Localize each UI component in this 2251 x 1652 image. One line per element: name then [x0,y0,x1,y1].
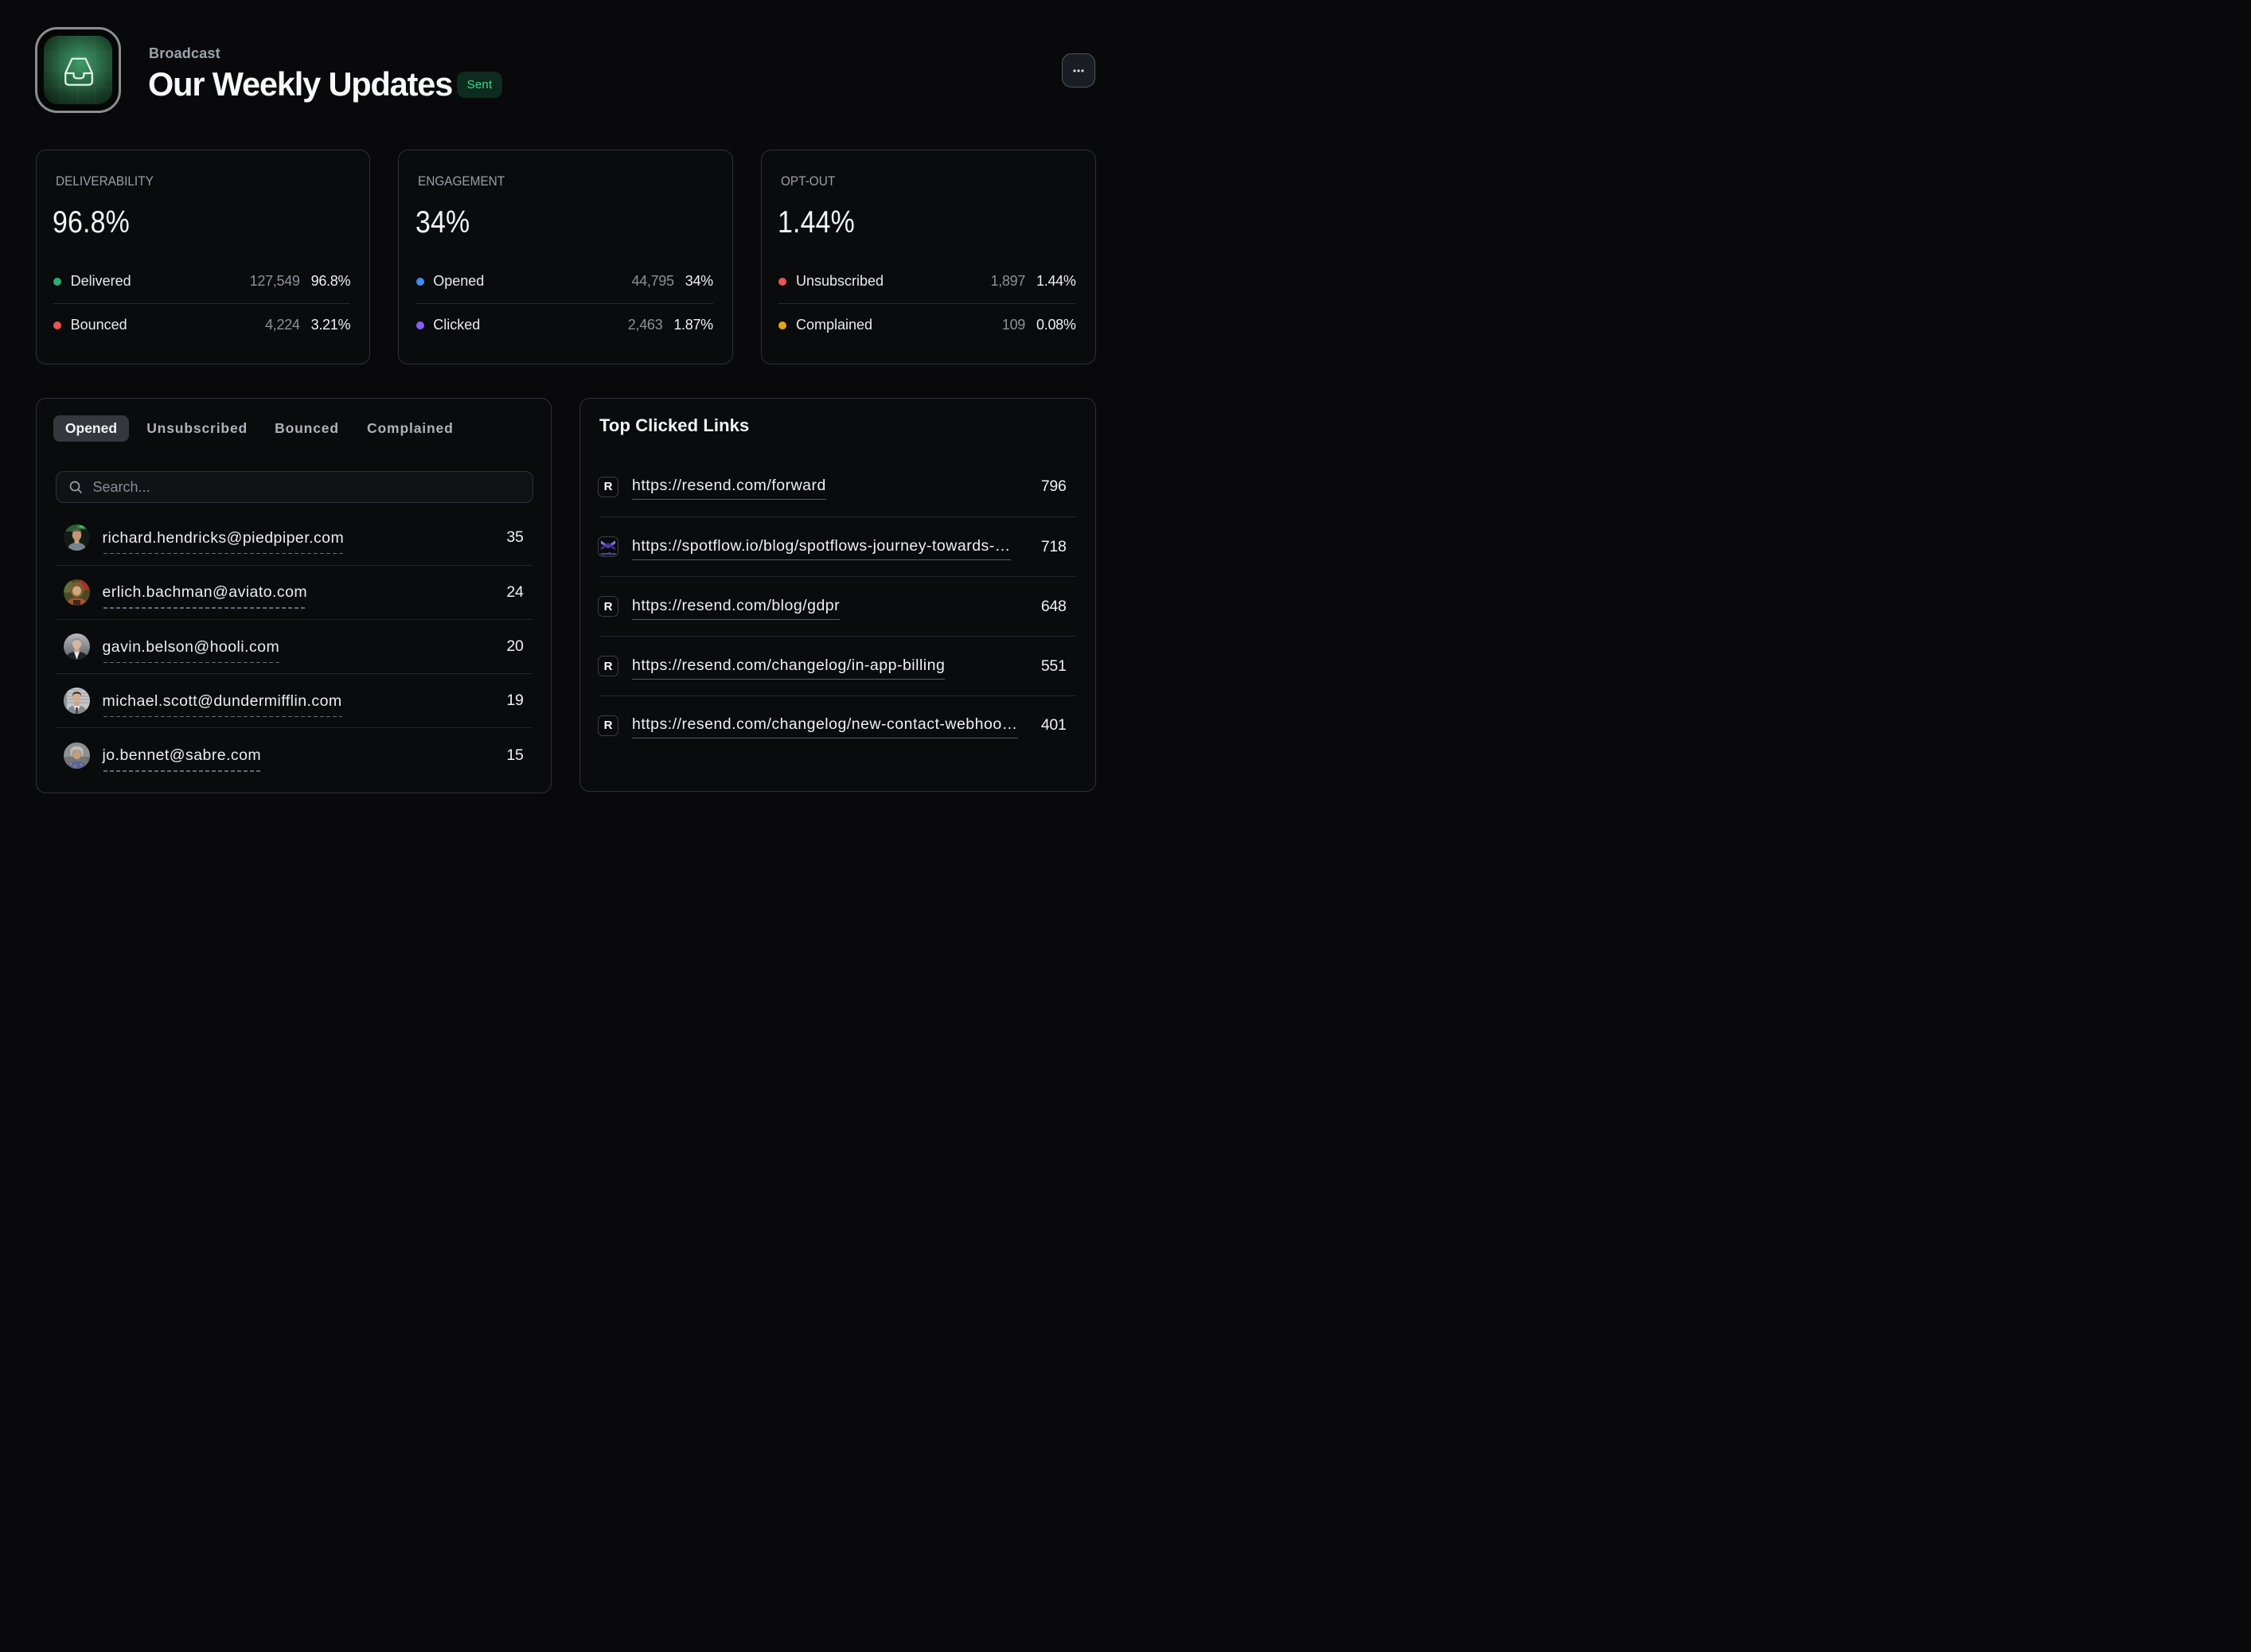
svg-text:spotflow: spotflow [600,552,616,556]
